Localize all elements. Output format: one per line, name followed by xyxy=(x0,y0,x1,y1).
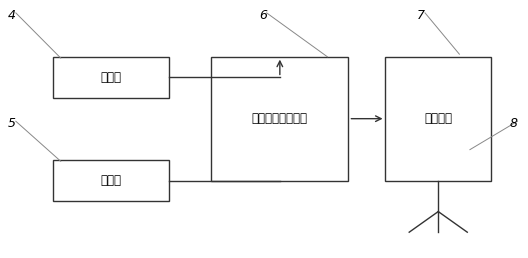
Bar xyxy=(385,57,491,181)
Text: 4: 4 xyxy=(8,9,16,22)
Text: 5: 5 xyxy=(8,117,16,130)
Text: 应变花: 应变花 xyxy=(100,71,121,84)
Text: 7: 7 xyxy=(417,9,425,22)
Bar xyxy=(53,160,169,201)
Text: 信号采集处理模块: 信号采集处理模块 xyxy=(252,112,308,125)
Text: 6: 6 xyxy=(259,9,267,22)
Bar xyxy=(211,57,348,181)
Bar xyxy=(53,57,169,98)
Text: 定向器: 定向器 xyxy=(100,174,121,187)
Text: 发射模块: 发射模块 xyxy=(424,112,452,125)
Text: 8: 8 xyxy=(510,117,517,130)
